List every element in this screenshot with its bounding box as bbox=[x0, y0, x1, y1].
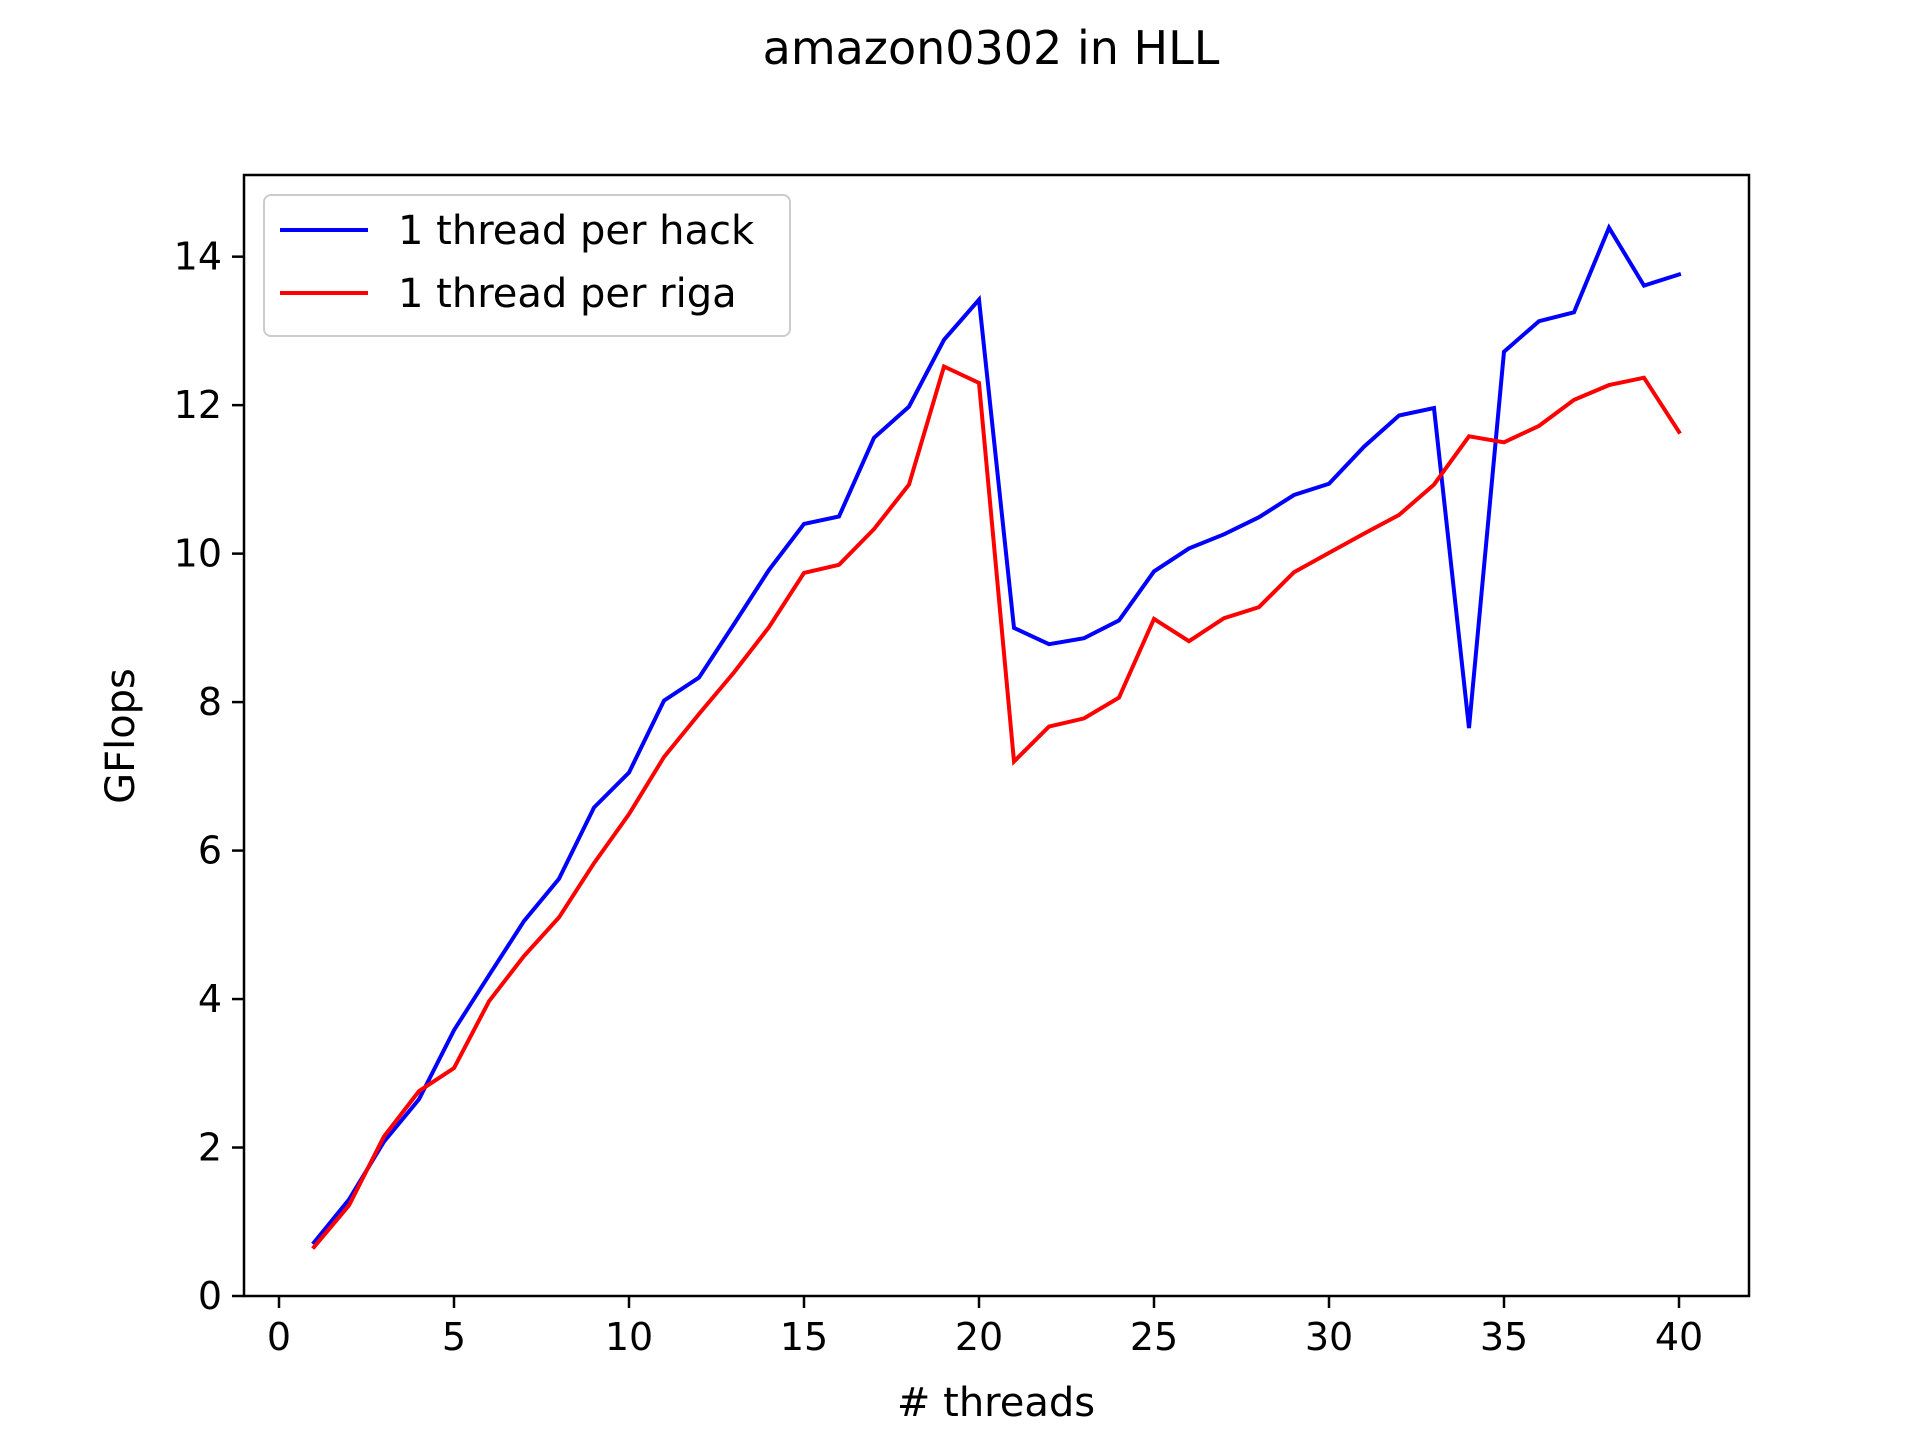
y-tick-label: 2 bbox=[198, 1126, 222, 1170]
x-axis-label: # threads bbox=[897, 1380, 1095, 1426]
series-line-1 bbox=[311, 363, 1682, 1250]
x-tick-label: 20 bbox=[955, 1315, 1003, 1359]
y-tick-label: 6 bbox=[198, 829, 222, 873]
y-tick-label: 12 bbox=[174, 383, 222, 427]
y-tick-label: 0 bbox=[198, 1274, 222, 1318]
x-tick-label: 15 bbox=[780, 1315, 828, 1359]
x-tick-label: 0 bbox=[267, 1315, 291, 1359]
plot-frame bbox=[242, 173, 1751, 1298]
y-axis: 0 2 4 6 8 10 12 14 bbox=[174, 235, 244, 1318]
chart-title: amazon0302 in HLL bbox=[763, 21, 1220, 75]
series-layer bbox=[311, 223, 1682, 1250]
x-tick-label: 10 bbox=[605, 1315, 653, 1359]
legend-label-hack: 1 thread per hack bbox=[398, 208, 755, 254]
y-tick-label: 8 bbox=[198, 680, 222, 724]
x-tick-label: 5 bbox=[442, 1315, 466, 1359]
x-axis: 0 5 10 15 20 25 30 35 40 bbox=[267, 1296, 1703, 1359]
y-tick-label: 10 bbox=[174, 532, 222, 576]
series-line-0 bbox=[311, 223, 1682, 1246]
legend: 1 thread per hack 1 thread per riga bbox=[263, 194, 791, 337]
x-tick-label: 35 bbox=[1480, 1315, 1528, 1359]
y-tick-label: 14 bbox=[174, 235, 222, 279]
x-tick-label: 40 bbox=[1655, 1315, 1703, 1359]
y-axis-label: GFlops bbox=[98, 668, 144, 804]
x-tick-label: 25 bbox=[1130, 1315, 1178, 1359]
legend-label-riga: 1 thread per riga bbox=[398, 271, 737, 317]
y-tick-label: 4 bbox=[198, 977, 222, 1021]
legend-box bbox=[263, 194, 791, 337]
x-tick-label: 30 bbox=[1305, 1315, 1353, 1359]
